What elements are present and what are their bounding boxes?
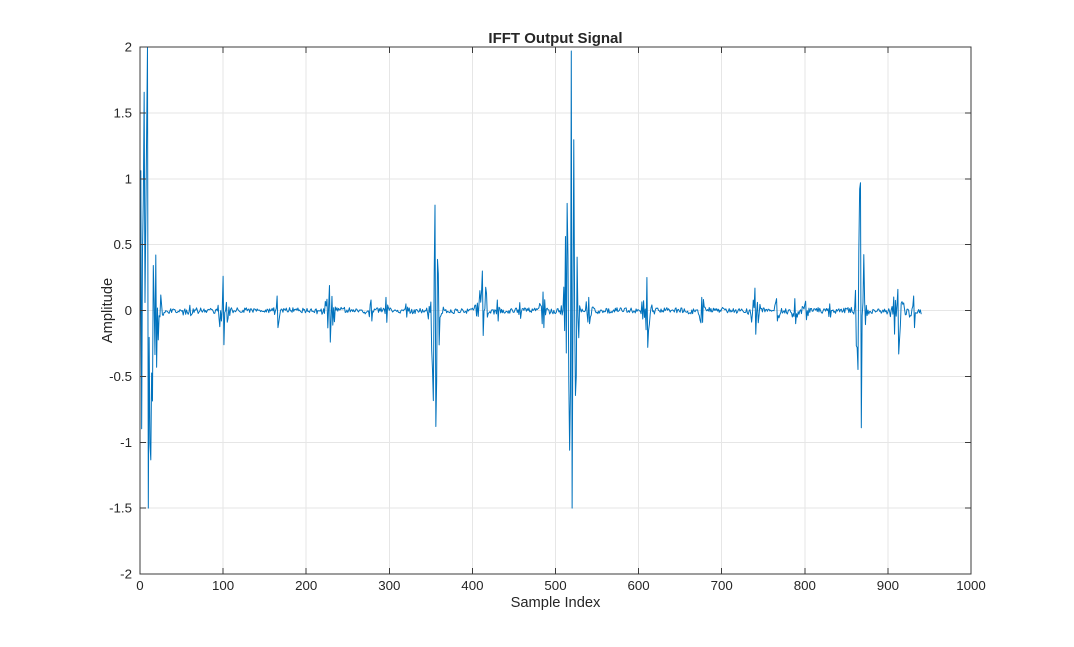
x-tick-label: 100 [212,578,234,593]
y-tick-label: -2 [120,567,132,582]
y-tick-label: 0.5 [114,237,133,252]
y-axis-label: Amplitude [100,278,116,343]
y-tick-label: 1 [125,171,132,186]
x-tick-label: 800 [794,578,816,593]
axis-ticks [139,46,972,575]
x-tick-label: 300 [378,578,400,593]
y-tick-label: -1 [120,435,132,450]
y-tick-labels: -2 -1.5 -1 -0.5 0 0.5 1 1.5 2 [109,40,132,582]
x-tick-label: 600 [628,578,650,593]
x-tick-label: 0 [136,578,143,593]
x-tick-label: 1000 [956,578,986,593]
x-tick-label: 700 [711,578,733,593]
grid-lines [139,46,972,575]
x-tick-label: 400 [461,578,483,593]
x-tick-label: 500 [544,578,566,593]
x-tick-label: 900 [877,578,899,593]
x-tick-label: 200 [295,578,317,593]
x-axis-label: Sample Index [511,595,601,611]
y-tick-label: 0 [125,303,132,318]
axis-box [139,46,972,575]
y-tick-label: 2 [125,40,132,55]
x-tick-labels: 0 100 200 300 400 500 600 700 800 900 1000 [136,578,986,593]
y-tick-label: -0.5 [109,369,132,384]
chart-title: IFFT Output Signal [488,30,622,47]
y-tick-label: -1.5 [109,501,132,516]
signal-trace [140,47,922,509]
y-tick-label: 1.5 [114,105,133,120]
